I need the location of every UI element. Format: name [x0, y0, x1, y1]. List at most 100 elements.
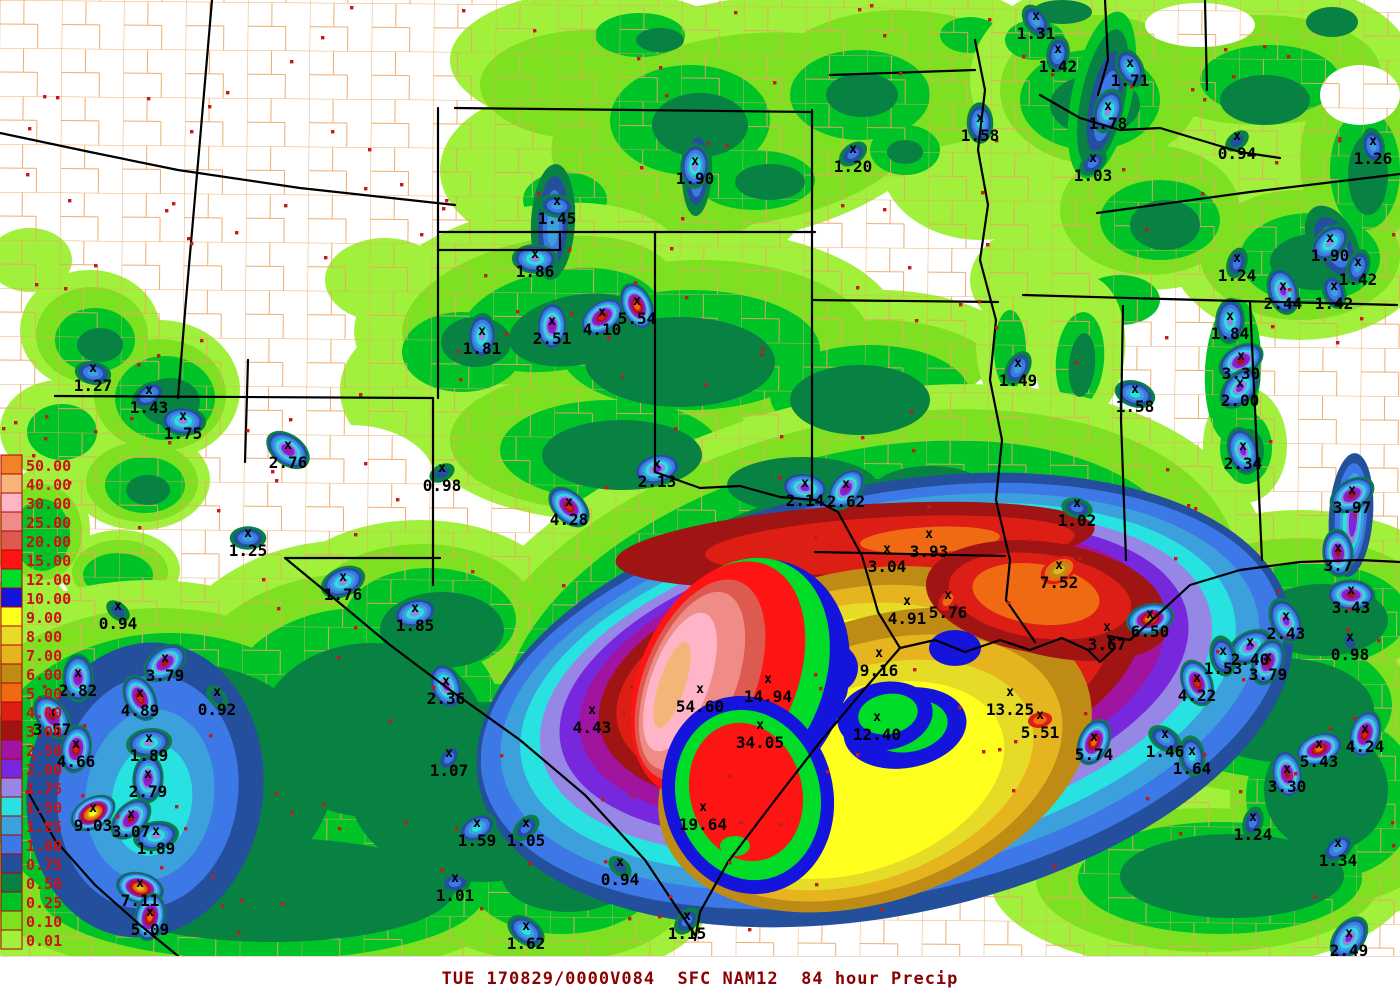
station-marker: x: [1032, 9, 1040, 24]
station-value: 0.94: [99, 614, 138, 633]
legend-swatch: [0, 606, 23, 627]
station-value: 1.02: [1058, 511, 1097, 530]
station-marker: x: [1282, 609, 1290, 624]
legend-label: 1.00: [26, 837, 62, 855]
station-marker: x: [213, 685, 221, 700]
station-marker: x: [1330, 279, 1338, 294]
station-value: 4.89: [121, 701, 160, 720]
station-value: 1.24: [1218, 266, 1257, 285]
legend-swatch: [0, 853, 23, 874]
station-marker: x: [1126, 56, 1134, 71]
station-marker: x: [339, 570, 347, 585]
station-marker: x: [48, 705, 56, 720]
station-value: 2.43: [1267, 624, 1306, 643]
station-value: 4.24: [1346, 737, 1385, 756]
legend-label: 3.00: [26, 723, 62, 741]
station-value: 1.31: [1017, 24, 1056, 43]
station-marker: x: [1283, 762, 1291, 777]
legend-swatch: [0, 549, 23, 570]
station-marker: x: [411, 601, 419, 616]
precip-spots: [33, 4, 1386, 956]
legend-label: 25.00: [26, 514, 71, 532]
legend-swatch: [0, 739, 23, 760]
station-value: 1.85: [396, 616, 435, 635]
station-value: 2.79: [129, 782, 168, 801]
legend-swatch: [0, 758, 23, 779]
legend-swatch: [0, 511, 23, 532]
station-value: 4.22: [1178, 686, 1217, 705]
station-marker: x: [1264, 650, 1272, 665]
legend-label: 10.00: [26, 590, 71, 608]
legend-label: 1.25: [26, 818, 62, 836]
station-value: 1.84: [1211, 324, 1250, 343]
legend-label: 30.00: [26, 495, 71, 513]
station-marker: x: [842, 477, 850, 492]
legend-swatch: [0, 796, 23, 817]
precip-legend: 50.0040.0030.0025.0020.0015.0012.0010.00…: [0, 454, 71, 950]
station-marker: x: [531, 247, 539, 262]
station-marker: x: [801, 476, 809, 491]
legend-label: 1.75: [26, 780, 62, 798]
legend-swatch: [0, 454, 23, 475]
station-value: 0.94: [1218, 144, 1257, 163]
legend-label: 20.00: [26, 533, 71, 551]
station-marker: x: [764, 672, 772, 687]
station-value: 12.40: [853, 725, 901, 744]
station-value: 4.91: [888, 609, 927, 628]
station-value: 1.42: [1039, 57, 1078, 76]
legend-swatch: [0, 701, 23, 722]
station-marker: x: [1354, 255, 1362, 270]
station-marker: x: [1369, 134, 1377, 149]
station-marker: x: [1326, 231, 1334, 246]
station-marker: x: [903, 594, 911, 609]
station-value: 7.11: [121, 891, 160, 910]
station-marker: x: [548, 314, 556, 329]
station-marker: x: [696, 682, 704, 697]
station-marker: x: [1246, 635, 1254, 650]
station-marker: x: [1249, 810, 1257, 825]
station-marker: x: [1361, 722, 1369, 737]
legend-label: 0.50: [26, 875, 62, 893]
station-value: 1.15: [668, 924, 707, 943]
station-value: 1.46: [1146, 742, 1185, 761]
station-value: 3.67: [1088, 635, 1127, 654]
station-value: 1.01: [436, 886, 475, 905]
station-value: 9.16: [860, 661, 899, 680]
station-value: 2.13: [638, 472, 677, 491]
station-marker: x: [146, 905, 154, 920]
legend-swatch: [0, 625, 23, 646]
station-marker: x: [1347, 583, 1355, 598]
station-value: 1.26: [1354, 149, 1393, 168]
legend-label: 15.00: [26, 552, 71, 570]
legend-label: 12.00: [26, 571, 71, 589]
legend-label: 0.25: [26, 894, 62, 912]
station-value: 2.49: [1330, 941, 1369, 956]
station-value: 1.59: [458, 831, 497, 850]
station-marker: x: [1226, 309, 1234, 324]
station-value: 1.90: [1311, 246, 1350, 265]
station-value: 6.50: [1131, 622, 1170, 641]
station-value: 1.24: [1234, 825, 1273, 844]
legend-label: 7.00: [26, 647, 62, 665]
station-marker: x: [588, 703, 596, 718]
station-marker: x: [152, 824, 160, 839]
station-marker: x: [1090, 730, 1098, 745]
station-marker: x: [691, 154, 699, 169]
station-value: 1.81: [463, 339, 502, 358]
station-value: 3.7: [1324, 556, 1353, 575]
station-value: 13.25: [986, 700, 1034, 719]
station-value: 1.58: [961, 126, 1000, 145]
legend-swatch: [0, 891, 23, 912]
station-value: 3.43: [1332, 598, 1371, 617]
station-marker: x: [1237, 349, 1245, 364]
station-marker: x: [1131, 382, 1139, 397]
station-value: 2.34: [1224, 454, 1263, 473]
legend-swatch: [0, 929, 23, 950]
station-value: 1.64: [1173, 759, 1212, 778]
legend-swatch: [0, 530, 23, 551]
station-value: 1.89: [130, 746, 169, 765]
station-value: 34.05: [736, 733, 784, 752]
station-value: 1.25: [229, 541, 268, 560]
